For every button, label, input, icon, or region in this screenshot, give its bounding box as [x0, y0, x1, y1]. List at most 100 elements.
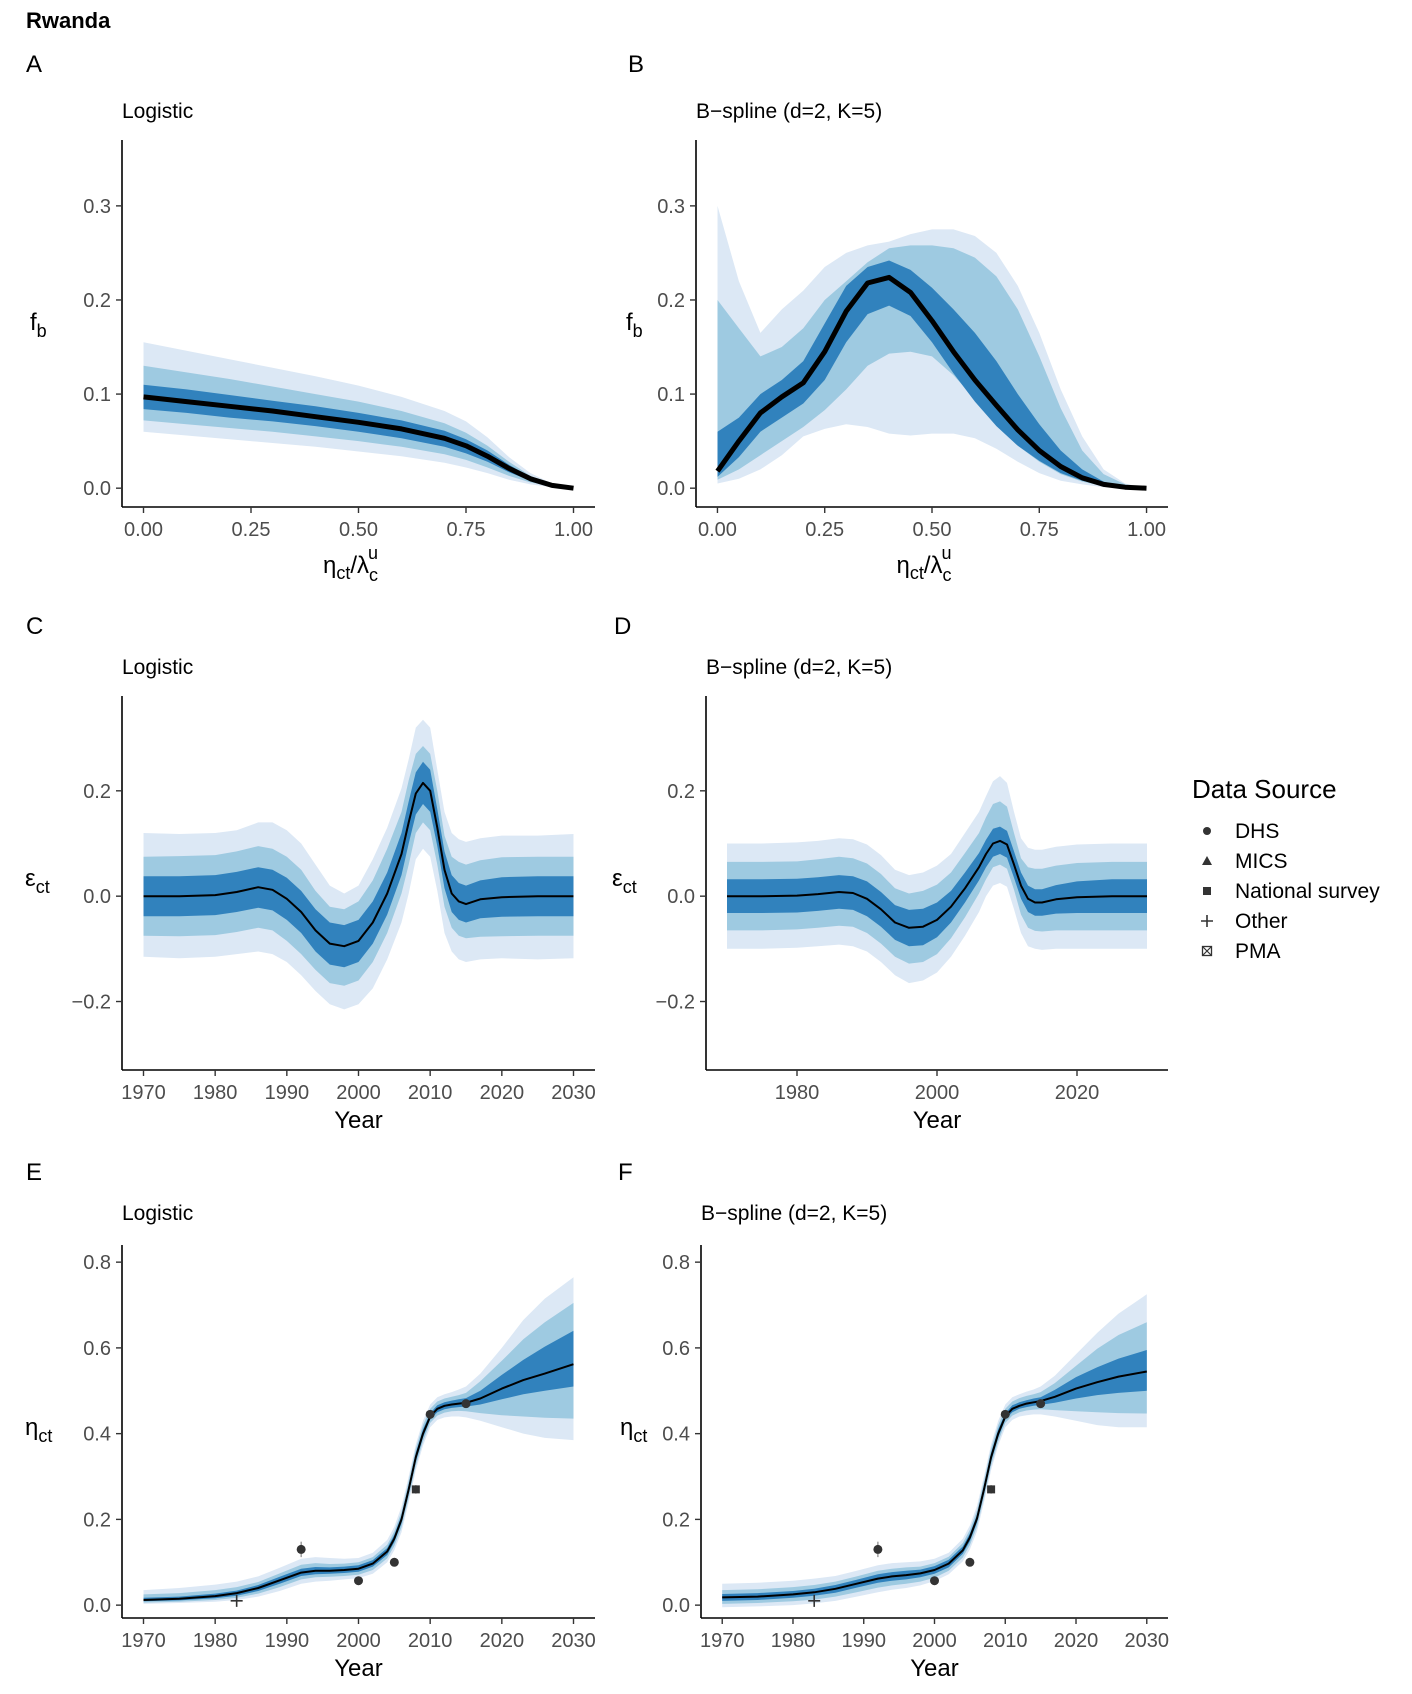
y-axis-title: εct [612, 865, 637, 897]
x-tick-label: 2020 [480, 1630, 525, 1652]
x-tick-label: 2010 [408, 1082, 453, 1104]
x-tick-label: 2020 [1055, 1082, 1100, 1104]
legend-item: Other [1201, 910, 1288, 933]
point-dhs [389, 1557, 399, 1567]
median-line [143, 1363, 574, 1601]
panel-title: B−spline (d=2, K=5) [706, 656, 892, 679]
y-tick-label: 0.2 [667, 781, 695, 803]
point-dhs [965, 1557, 975, 1567]
point-national-survey [987, 1485, 996, 1494]
legend-plus-icon [1201, 915, 1213, 927]
y-tick-label: 0.6 [662, 1338, 690, 1360]
y-tick-label: 0.8 [83, 1252, 111, 1274]
legend-circle-icon [1203, 827, 1211, 835]
x-tick-label: 1970 [121, 1630, 166, 1652]
band-mid [727, 801, 1147, 964]
x-tick-label: 1980 [771, 1630, 816, 1652]
panel-title: Logistic [122, 100, 193, 123]
x-tick-label: 1990 [265, 1630, 310, 1652]
x-tick-label: 1970 [121, 1082, 166, 1104]
x-tick-label: 0.25 [232, 519, 271, 541]
x-tick-label: 2010 [408, 1630, 453, 1652]
x-tick-label: 1980 [775, 1082, 820, 1104]
legend-title: Data Source [1192, 774, 1337, 804]
point-dhs [930, 1576, 939, 1586]
x-tick-label: 1.00 [554, 519, 593, 541]
x-tick-label: 2000 [336, 1630, 381, 1652]
panel-letter: C [26, 613, 43, 640]
x-axis-title: ηct/λcu [896, 543, 951, 585]
y-tick-label: 0.6 [83, 1338, 111, 1360]
x-tick-label: 0.75 [447, 519, 486, 541]
legend-label: PMA [1235, 940, 1281, 963]
band-inner [727, 826, 1147, 947]
band-mid [143, 746, 574, 986]
legend-item: DHS [1203, 820, 1279, 843]
x-axis-title: Year [334, 1107, 383, 1134]
y-tick-label: 0.3 [83, 196, 111, 218]
x-tick-label: 2010 [983, 1630, 1028, 1652]
band-inner [722, 1350, 1147, 1601]
legend-item: National survey [1203, 880, 1380, 903]
panel-letter: D [614, 613, 631, 640]
panel-a: A Logistic 0.0 0.1 0.2 0.3 0.00 0.25 0.50 0.75 1.0… [26, 51, 595, 585]
band-inner [717, 260, 1147, 489]
y-axis-title: εct [25, 865, 50, 897]
band-outer [143, 1277, 574, 1604]
panel-c: C Logistic −0.2 0.0 0.2 1970 1980 1990 2000 2010 2… [25, 613, 596, 1134]
y-tick-label: −0.2 [656, 992, 695, 1014]
point-dhs [1036, 1399, 1046, 1409]
median-line [143, 394, 574, 491]
panel-d: D B−spline (d=2, K=5) −0.2 0.0 0.2 1980 2000 20… [612, 613, 1168, 1134]
point-dhs [354, 1576, 363, 1586]
band-inner [143, 1330, 574, 1602]
y-tick-label: 0.0 [83, 1595, 111, 1617]
legend-item: PMA [1201, 940, 1281, 963]
x-tick-label: 0.25 [805, 519, 844, 541]
y-axis-title: fb [30, 309, 47, 341]
x-tick-label: 0.50 [913, 519, 952, 541]
panel-title: B−spline (d=2, K=5) [701, 1202, 887, 1225]
point-dhs [425, 1409, 435, 1419]
point-other [808, 1594, 821, 1607]
band-inner [143, 761, 574, 968]
x-tick-label: 0.00 [124, 519, 163, 541]
x-tick-label: 2000 [336, 1082, 381, 1104]
y-tick-label: 0.0 [657, 478, 685, 500]
x-tick-label: 1970 [700, 1630, 745, 1652]
y-tick-label: 0.2 [83, 290, 111, 312]
band-mid [722, 1322, 1147, 1604]
panel-letter: E [26, 1159, 42, 1186]
x-tick-label: 1980 [193, 1630, 238, 1652]
x-tick-label: 0.75 [1020, 519, 1059, 541]
band-outer [722, 1294, 1147, 1608]
median-line [143, 781, 574, 948]
x-axis-title: Year [334, 1655, 383, 1682]
x-axis-title: ηct/λcu [323, 543, 378, 585]
panel-letter: B [628, 51, 644, 78]
y-tick-label: 0.2 [83, 1509, 111, 1531]
point-dhs [873, 1544, 883, 1554]
point-dhs [1000, 1409, 1010, 1419]
y-tick-label: 0.0 [83, 886, 111, 908]
panels: A Logistic 0.0 0.1 0.2 0.3 0.00 0.25 0.50 0.75 1.0… [25, 51, 1169, 1682]
panel-title: Logistic [122, 1202, 193, 1225]
panel-title: Logistic [122, 656, 193, 679]
y-tick-label: 0.2 [662, 1509, 690, 1531]
legend: Data Source DHS MICS National survey Other PM… [1192, 774, 1380, 963]
x-tick-label: 2000 [912, 1630, 957, 1652]
legend-triangle-icon [1202, 856, 1212, 865]
x-tick-label: 0.50 [339, 519, 378, 541]
x-tick-label: 1.00 [1127, 519, 1166, 541]
y-tick-label: 0.0 [667, 886, 695, 908]
x-tick-label: 0.00 [698, 519, 737, 541]
x-tick-label: 1980 [193, 1082, 238, 1104]
y-tick-label: 0.3 [657, 196, 685, 218]
legend-label: DHS [1235, 820, 1279, 843]
x-tick-label: 1990 [265, 1082, 310, 1104]
y-tick-label: 0.1 [83, 384, 111, 406]
median-line [715, 274, 1147, 491]
legend-square-icon [1203, 887, 1211, 895]
y-axis-title: fb [626, 309, 643, 341]
y-tick-label: 0.4 [83, 1424, 111, 1446]
